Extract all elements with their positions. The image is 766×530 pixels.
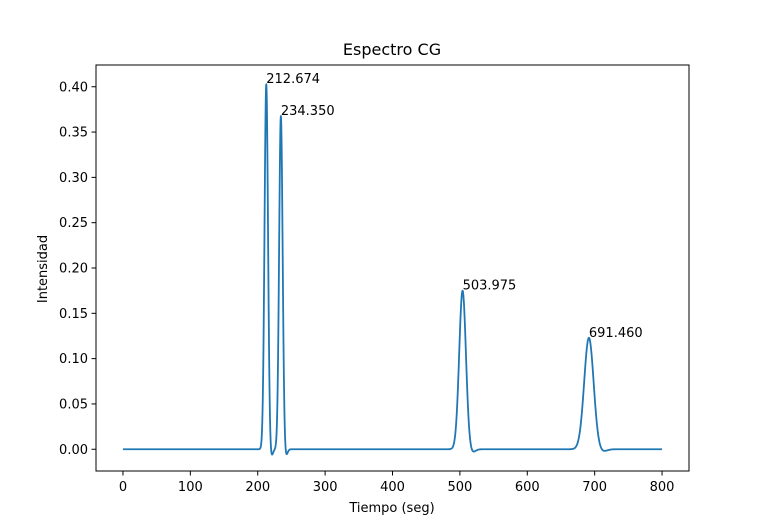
y-tick-label: 0.05 <box>59 397 88 412</box>
y-tick-label: 0.15 <box>59 307 88 322</box>
y-tick-label: 0.40 <box>59 80 88 95</box>
x-tick-label: 400 <box>380 480 405 495</box>
chart-title: Espectro CG <box>343 40 441 59</box>
y-tick-label: 0.00 <box>59 443 88 458</box>
x-tick-label: 600 <box>515 480 540 495</box>
peak-label: 212.674 <box>266 72 320 87</box>
x-tick-label: 500 <box>447 480 472 495</box>
plot-area: 0 100 200 300 400 500 600 700 800 0.00 0.05 0.10 0.1… <box>59 64 690 495</box>
x-tick-label: 700 <box>582 480 607 495</box>
x-tick-label: 100 <box>178 480 203 495</box>
x-tick-label: 800 <box>650 480 675 495</box>
x-tick-label: 300 <box>313 480 338 495</box>
y-tick-label: 0.25 <box>59 216 88 231</box>
peak-label: 691.460 <box>589 326 643 341</box>
y-tick-label: 0.30 <box>59 171 88 186</box>
y-tick-label: 0.20 <box>59 262 88 277</box>
y-tick-label: 0.35 <box>59 126 88 141</box>
peak-label: 503.975 <box>463 279 517 294</box>
series-line <box>122 83 663 456</box>
x-tick-label: 0 <box>119 480 127 495</box>
x-tick-label: 200 <box>245 480 270 495</box>
x-axis-title: Tiempo (seg) <box>348 501 434 516</box>
peak-label: 234.350 <box>281 104 335 119</box>
y-axis-title: Intensidad <box>36 235 51 303</box>
y-tick-label: 0.10 <box>59 352 88 367</box>
